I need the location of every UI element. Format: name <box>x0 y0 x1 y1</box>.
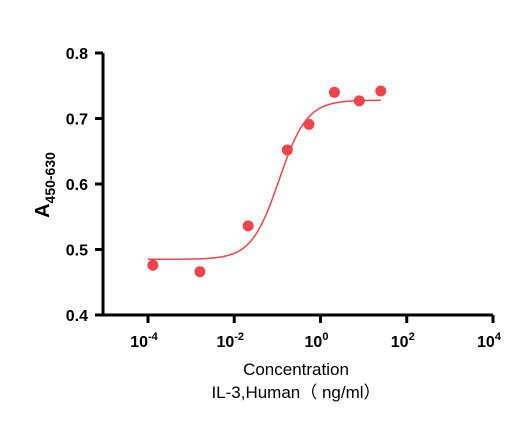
data-point <box>328 86 340 98</box>
x-tick-label-exponent: 0 <box>322 331 328 343</box>
y-tick-label: 0.7 <box>66 112 88 129</box>
x-tick-label: 104 <box>477 331 502 351</box>
y-tick-label: 0.5 <box>66 243 88 260</box>
x-tick-label: 10-4 <box>130 331 158 351</box>
fit-curve-layer <box>148 99 381 261</box>
x-axis: 10-4 10-2 100 102 104 <box>102 313 502 351</box>
data-point <box>375 85 387 97</box>
x-tick-label-base: 10 <box>391 334 409 351</box>
x-tick-label-base: 10 <box>305 334 323 351</box>
data-points <box>147 85 387 278</box>
y-tick-label: 0.4 <box>66 308 88 325</box>
x-tick-label-exponent: -2 <box>234 331 244 343</box>
y-tick-label: 0.6 <box>66 177 88 194</box>
y-tick-label: 0.8 <box>66 46 88 63</box>
x-tick-label-base: 10 <box>216 334 234 351</box>
y-axis: 0.4 0.5 0.6 0.7 0.8 <box>66 46 105 325</box>
x-tick-label: 100 <box>305 331 329 351</box>
x-tick-label: 10-2 <box>216 331 244 351</box>
data-point <box>303 118 315 130</box>
x-tick-label: 102 <box>391 331 415 351</box>
data-point <box>353 95 365 107</box>
fit-curve <box>148 99 381 261</box>
x-tick-label-base: 10 <box>477 334 495 351</box>
y-axis-title: A450-630 <box>32 152 58 218</box>
y-axis-title-subscript: 450-630 <box>42 152 58 204</box>
data-point <box>147 259 159 271</box>
x-axis-title-line1: Concentration <box>243 360 349 379</box>
data-point <box>281 144 293 156</box>
x-tick-label-exponent: -4 <box>148 331 159 343</box>
data-point <box>242 220 254 232</box>
x-axis-title-line2: IL-3,Human（ ng/ml） <box>211 383 380 402</box>
x-tick-label-exponent: 2 <box>409 331 415 343</box>
x-tick-label-base: 10 <box>130 334 148 351</box>
data-point <box>194 266 206 278</box>
x-tick-label-exponent: 4 <box>495 331 502 343</box>
y-axis-title-base: A <box>32 203 54 217</box>
